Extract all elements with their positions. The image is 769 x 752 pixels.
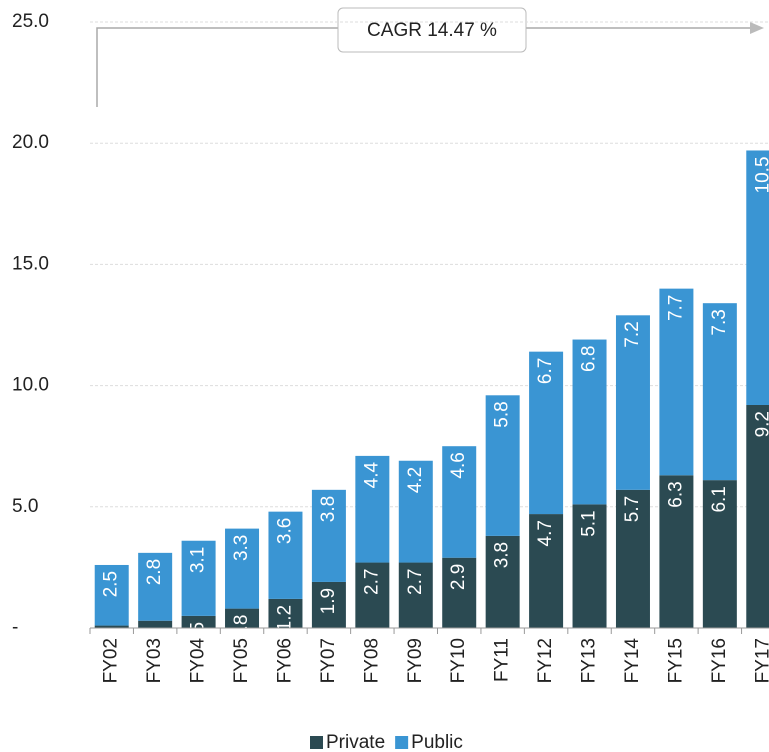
bar-segment (615, 315, 650, 490)
x-tick-label: FY17 (752, 638, 769, 683)
bar-segment (355, 455, 390, 563)
value-label: 3.3 (231, 535, 252, 561)
legend-swatch (395, 736, 409, 749)
bar-segment (225, 608, 260, 628)
x-tick-label: FY13 (579, 638, 600, 683)
bar-segment (572, 504, 607, 628)
bar-segment (181, 540, 216, 616)
x-tick-label: FY04 (188, 638, 209, 684)
legend-label: Public (411, 732, 463, 752)
bar-segment (659, 475, 694, 628)
value-label: 4.4 (361, 461, 382, 488)
value-label: 2.5 (101, 571, 122, 597)
bar-segment (485, 395, 520, 536)
bar-segment (702, 480, 737, 628)
x-tick-label: FY02 (101, 638, 122, 683)
cagr-arrowhead (750, 22, 764, 34)
bar-segment (355, 562, 390, 628)
x-tick-label: FY10 (448, 638, 469, 683)
value-label: 4.6 (448, 452, 469, 478)
value-label: 3.6 (274, 518, 295, 544)
bar-segment (746, 404, 769, 628)
bar-segment (746, 150, 769, 405)
bar-segment (442, 557, 477, 628)
bar-segment (268, 598, 303, 628)
legend-swatch (310, 736, 323, 749)
value-label: 6.7 (535, 358, 556, 384)
bar-segment (659, 288, 694, 476)
y-tick-label: - (12, 617, 18, 638)
value-label: 4.2 (405, 467, 426, 493)
bar-segment (529, 351, 564, 515)
x-tick-label: FY16 (709, 638, 730, 683)
bar-segment (138, 620, 173, 628)
y-tick-label: 15.0 (12, 253, 49, 274)
bar-segment (138, 552, 173, 621)
x-tick-label: FY14 (622, 638, 643, 684)
cagr-line (96, 27, 750, 107)
bar-segment (398, 562, 433, 628)
bar-segment (94, 625, 129, 628)
bar-segment (268, 511, 303, 599)
x-tick-label: FY08 (361, 638, 382, 683)
bar-segment (311, 581, 346, 628)
bar-segment (485, 535, 520, 628)
value-label: 1.2 (274, 605, 295, 631)
legend: Private Public (310, 732, 463, 752)
value-label: 7.2 (622, 321, 643, 347)
value-label: 6.1 (709, 486, 730, 512)
value-label: 9.2 (752, 411, 769, 437)
bar-segment (529, 514, 564, 628)
x-tick-label: FY07 (318, 638, 339, 683)
bar-segment (615, 489, 650, 628)
y-tick-label: 20.0 (12, 132, 49, 153)
value-label: 3.8 (318, 496, 339, 522)
x-tick-label: FY03 (144, 638, 165, 683)
bar-segment (702, 303, 737, 481)
value-label: 5.7 (622, 496, 643, 522)
bar-segment (181, 615, 216, 628)
value-label: 5.1 (579, 510, 600, 536)
y-tick-label: 25.0 (12, 11, 49, 32)
value-label: 3.1 (188, 547, 209, 573)
y-tick-label: 5.0 (12, 496, 38, 517)
value-label: 1.9 (318, 588, 339, 614)
cagr-label: CAGR 14.47 % (367, 20, 497, 41)
value-label: 7.3 (709, 309, 730, 335)
bar-segment (398, 460, 433, 563)
bar-segment (225, 528, 260, 609)
x-tick-label: FY12 (535, 638, 556, 683)
value-label: 6.3 (665, 481, 686, 507)
value-label: 10.5 (752, 156, 769, 193)
value-label: 5.8 (492, 401, 513, 427)
bar-segment (311, 489, 346, 582)
value-label: 6.8 (579, 346, 600, 372)
value-label: 0.3 (144, 627, 165, 653)
x-tick-label: FY06 (274, 638, 295, 683)
bar-segment (94, 564, 129, 626)
value-label: 2.9 (448, 564, 469, 590)
x-tick-label: FY15 (665, 638, 686, 683)
x-tick-label: FY09 (405, 638, 426, 683)
x-tick-label: FY11 (492, 638, 513, 682)
bar-segment (442, 446, 477, 558)
bar-segment (572, 339, 607, 505)
value-label: 4.7 (535, 520, 556, 546)
value-label: 2.8 (144, 559, 165, 585)
y-tick-label: 10.0 (12, 375, 49, 396)
value-label: 3.8 (492, 542, 513, 568)
legend-label: Private (326, 732, 385, 752)
value-label: 2.7 (405, 569, 426, 595)
value-label: 7.7 (665, 295, 686, 321)
x-tick-label: FY05 (231, 638, 252, 683)
value-label: 2.7 (361, 569, 382, 595)
value-label: 0.1 (101, 632, 122, 658)
cagr-box (337, 7, 527, 53)
